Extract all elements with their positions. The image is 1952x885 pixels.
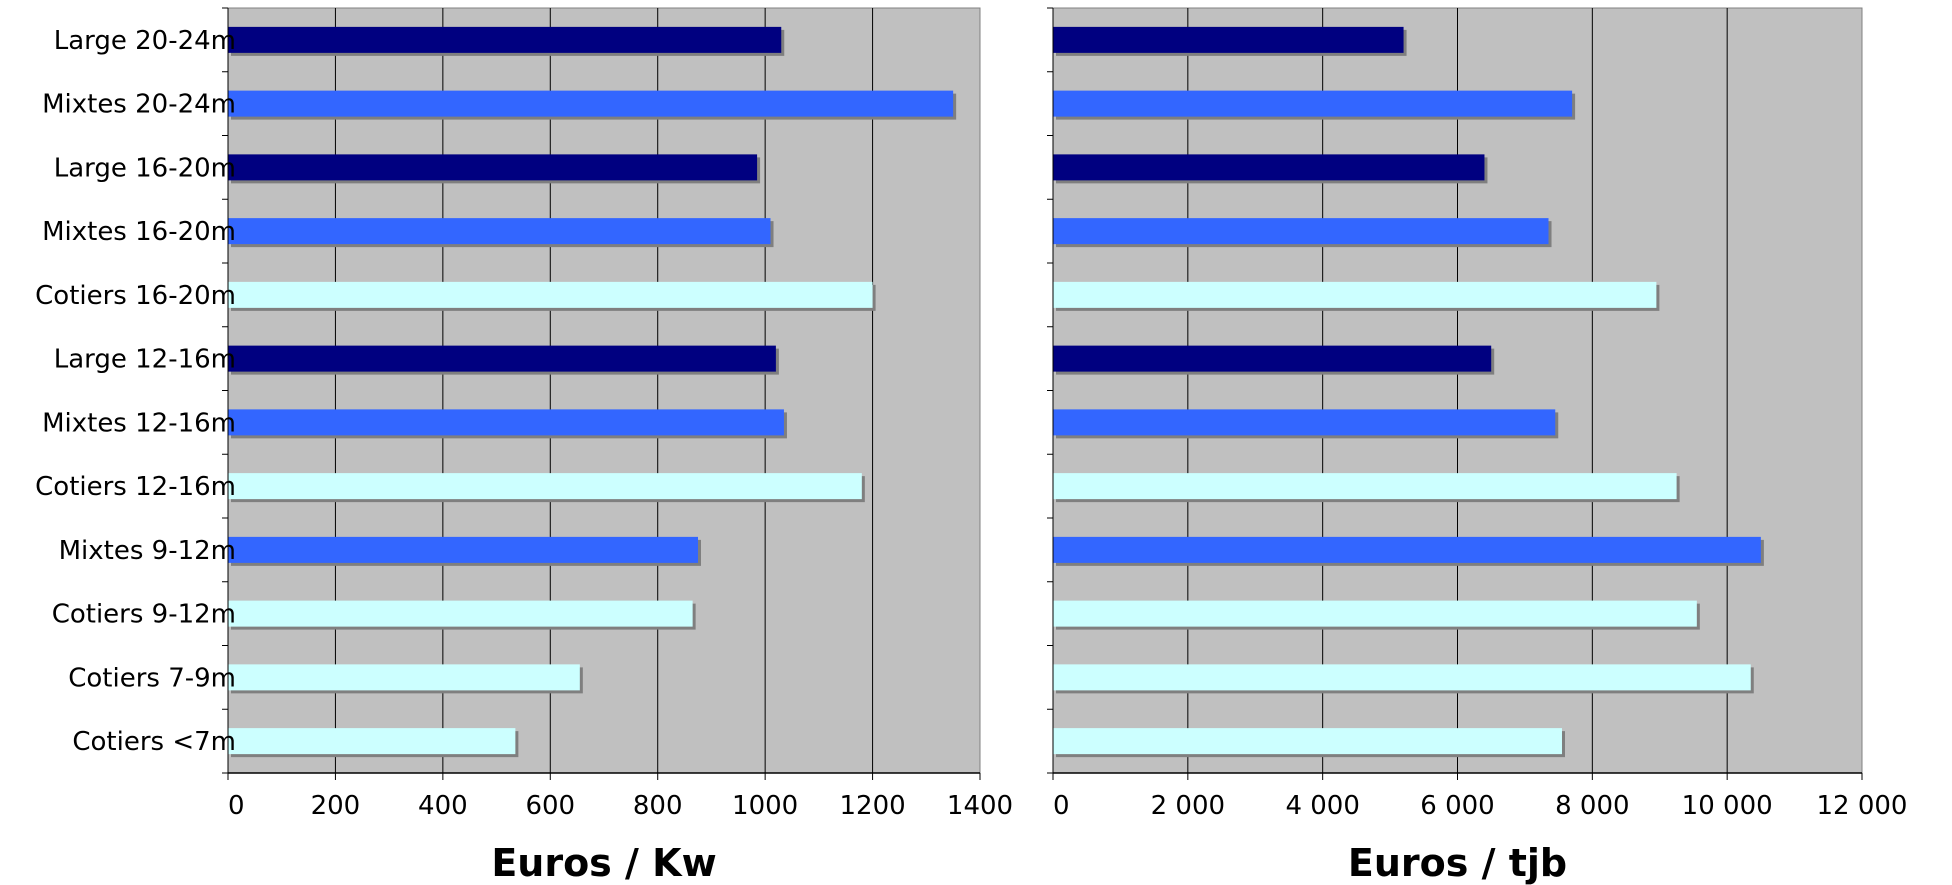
bar-tjb-8 (1053, 536, 1761, 563)
x-tick-label: 200 (311, 791, 361, 821)
bar-kw-11 (228, 728, 516, 755)
bar-kw-2 (228, 154, 758, 181)
x-tick-label: 6 000 (1420, 791, 1494, 821)
bar-tjb-0 (1053, 26, 1404, 53)
bar-kw-4 (228, 281, 873, 308)
bar-kw-9 (228, 600, 693, 627)
bar-tjb-1 (1053, 90, 1573, 117)
bar-kw-6 (228, 409, 784, 436)
chart-euros-per-kw: 0 200 400 600 800 1000 1200 1400 Large 20-24m Mix… (35, 7, 1013, 885)
x-tick-label: 4 000 (1285, 791, 1359, 821)
category-label: Cotiers 7-9m (68, 663, 236, 693)
x-tick-label: 10 000 (1682, 791, 1773, 821)
bar-kw-7 (228, 473, 862, 500)
category-label: Large 16-20m (54, 153, 236, 183)
bar-tjb-9 (1053, 600, 1697, 627)
x-tick-label: 0 (228, 791, 245, 821)
x-tick-label: 400 (418, 791, 468, 821)
bar-kw-5 (228, 345, 776, 372)
plot-area (227, 7, 981, 774)
category-label: Cotiers 16-20m (35, 281, 236, 311)
x-tick-label: 600 (525, 791, 575, 821)
category-label: Mixtes 12-16m (42, 408, 236, 438)
bar-tjb-11 (1053, 728, 1562, 755)
bar-kw-1 (228, 90, 954, 117)
x-tick-label: 1400 (947, 791, 1013, 821)
category-label: Cotiers <7m (72, 727, 236, 757)
bar-tjb-5 (1053, 345, 1492, 372)
category-label: Mixtes 20-24m (42, 90, 236, 120)
category-label: Large 20-24m (54, 26, 236, 56)
x-tick-label: 0 (1053, 791, 1070, 821)
bar-tjb-4 (1053, 281, 1657, 308)
x-tick-label: 800 (633, 791, 683, 821)
bar-tjb-6 (1053, 409, 1556, 436)
bar-kw-0 (228, 26, 782, 53)
x-tick-label: 8 000 (1555, 791, 1629, 821)
x-tick-label: 2 000 (1151, 791, 1225, 821)
category-label: Mixtes 16-20m (42, 217, 236, 247)
category-label: Cotiers 12-16m (35, 472, 236, 502)
bar-kw-10 (228, 664, 580, 691)
x-tick-label: 12 000 (1817, 791, 1908, 821)
x-axis-title: Euros / Kw (491, 841, 716, 885)
bar-tjb-2 (1053, 154, 1485, 181)
bar-tjb-3 (1053, 218, 1549, 245)
x-axis-title: Euros / tjb (1348, 841, 1567, 885)
bar-tjb-7 (1053, 473, 1677, 500)
chart-euros-per-tjb: 0 2 000 4 000 6 000 8 000 10 000 12 000 Euros /… (1047, 7, 1908, 885)
category-label: Mixtes 9-12m (59, 536, 236, 566)
x-tick-label: 1200 (839, 791, 905, 821)
category-label: Large 12-16m (54, 345, 236, 375)
category-label: Cotiers 9-12m (52, 600, 236, 630)
bar-kw-3 (228, 218, 771, 245)
x-tick-label: 1000 (732, 791, 798, 821)
bar-kw-8 (228, 536, 698, 563)
bar-tjb-10 (1053, 664, 1751, 691)
